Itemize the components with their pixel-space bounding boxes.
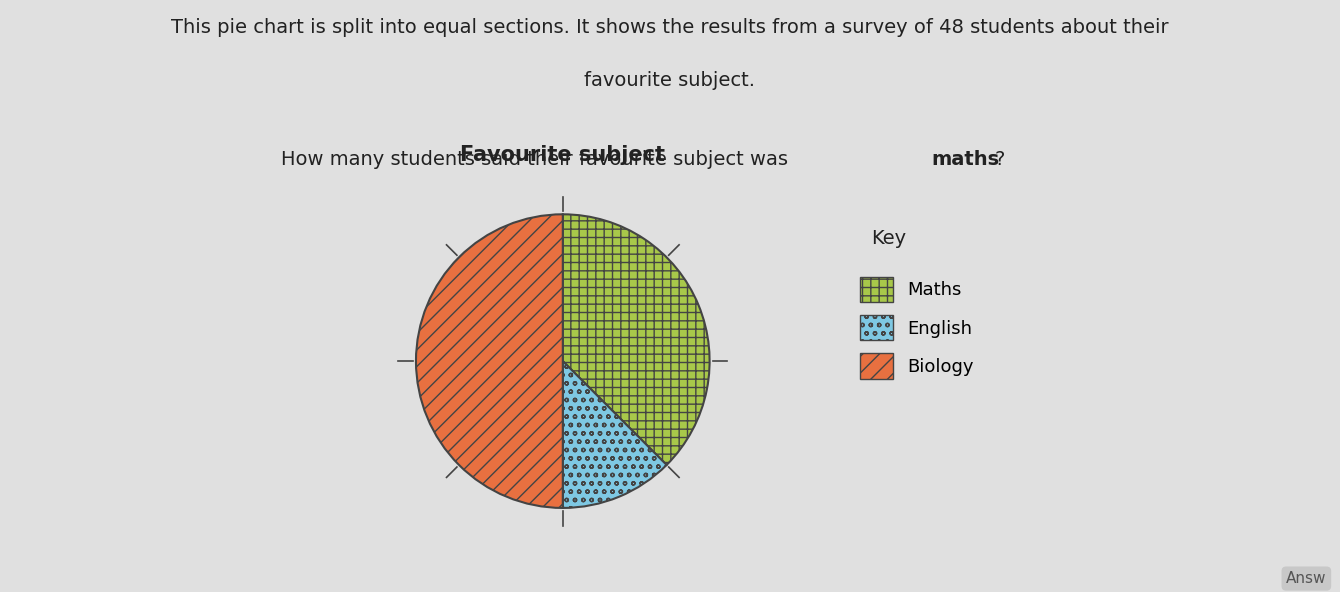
Text: Answ: Answ xyxy=(1286,571,1327,586)
Text: This pie chart is split into equal sections. It shows the results from a survey : This pie chart is split into equal secti… xyxy=(172,18,1168,37)
Wedge shape xyxy=(563,361,666,508)
Wedge shape xyxy=(563,214,710,465)
Wedge shape xyxy=(415,214,563,508)
Text: How many students said their favourite subject was: How many students said their favourite s… xyxy=(281,150,795,169)
Legend: Maths, English, Biology: Maths, English, Biology xyxy=(854,269,981,386)
Title: Favourite subject: Favourite subject xyxy=(461,145,665,165)
Text: maths: maths xyxy=(931,150,1000,169)
Text: ?: ? xyxy=(994,150,1005,169)
Text: Key: Key xyxy=(871,230,906,249)
Text: favourite subject.: favourite subject. xyxy=(584,71,756,90)
